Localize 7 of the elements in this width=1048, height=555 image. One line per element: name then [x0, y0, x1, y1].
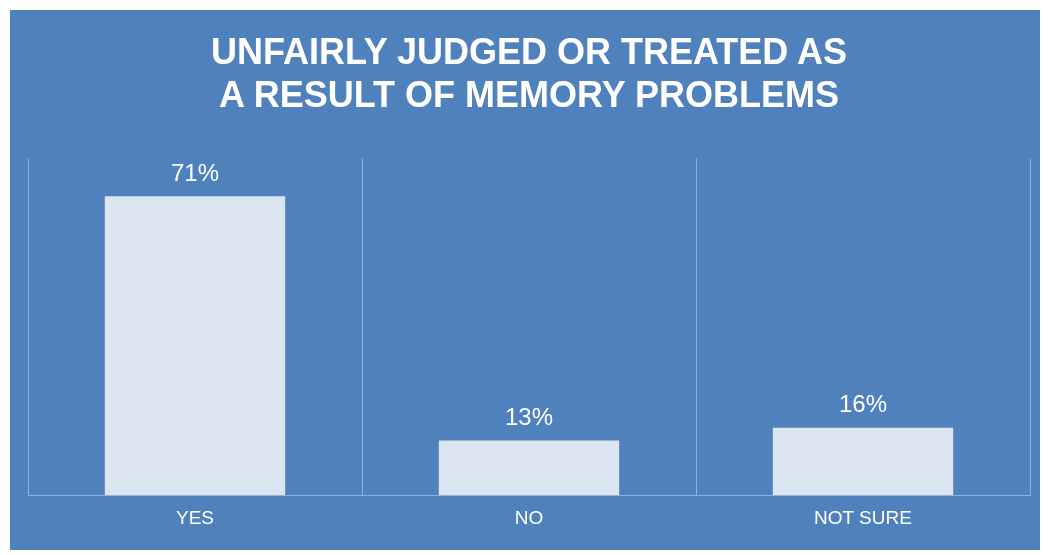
chart-title: UNFAIRLY JUDGED OR TREATED AS A RESULT OF MEMORY PROBLEMS — [210, 30, 848, 115]
x-tick-label: YES — [175, 506, 215, 528]
data-label: 13% — [504, 403, 554, 431]
x-tick-label: NOT SURE — [814, 506, 912, 528]
data-label: 71% — [170, 158, 220, 186]
x-tick-label: NO — [514, 506, 544, 528]
data-label: 16% — [838, 390, 888, 418]
